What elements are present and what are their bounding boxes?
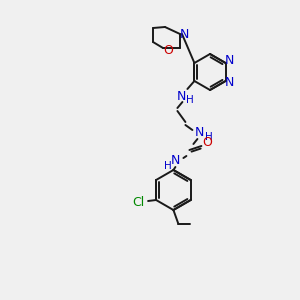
Text: N: N [225,76,234,89]
Text: Cl: Cl [132,196,144,209]
Text: O: O [202,136,212,148]
Text: N: N [179,28,189,40]
Text: N: N [171,154,180,166]
Text: N: N [225,55,234,68]
Text: H: H [164,161,171,171]
Text: N: N [195,127,204,140]
Text: H: H [205,132,212,142]
Text: H: H [185,95,193,105]
Text: N: N [177,91,186,103]
Text: O: O [163,44,173,58]
